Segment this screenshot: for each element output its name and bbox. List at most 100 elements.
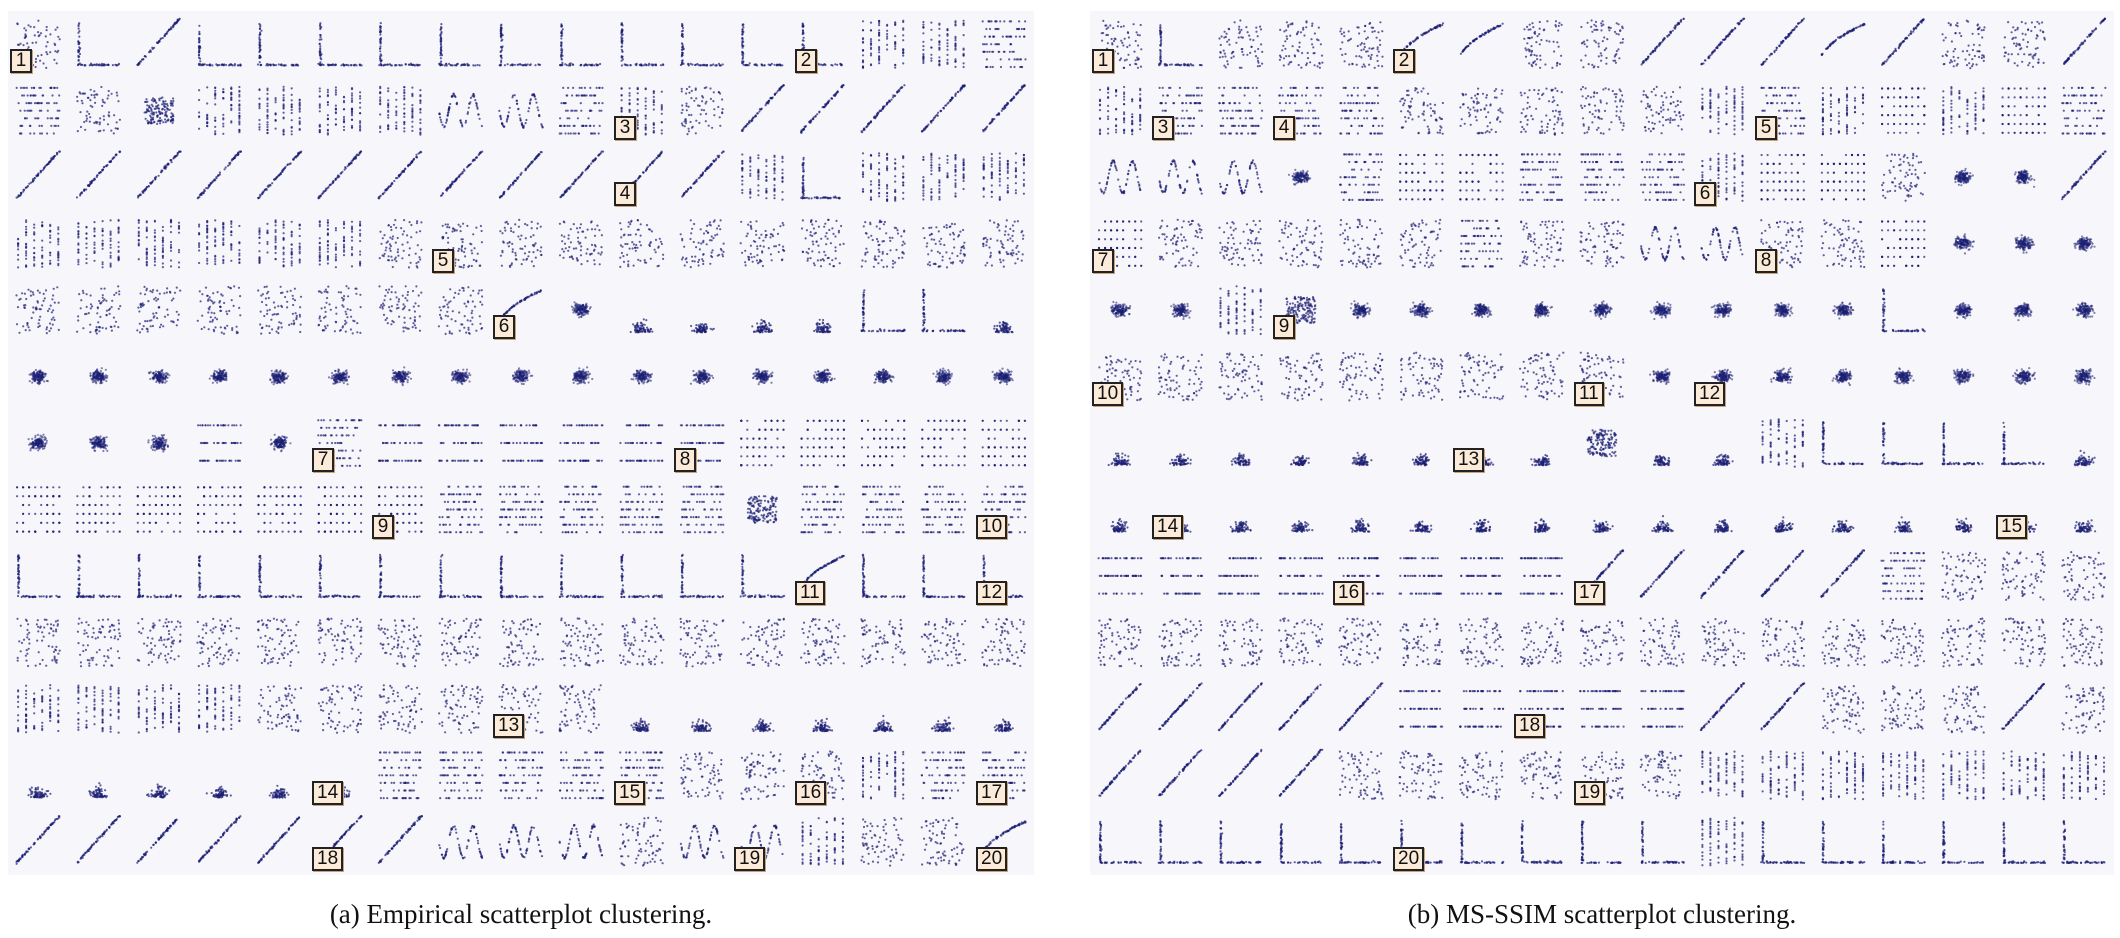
scatterplot-thumbnail — [1459, 690, 1505, 728]
scatterplot-thumbnail — [1399, 690, 1444, 728]
scatterplot-thumbnail — [752, 368, 774, 386]
scatterplot-thumbnail — [1952, 233, 1975, 255]
scatterplot-thumbnail — [498, 485, 544, 534]
cluster-badge: 12 — [976, 581, 1008, 605]
scatterplot-thumbnail — [1533, 518, 1551, 533]
scatterplot-thumbnail — [1831, 368, 1853, 387]
scatterplot-thumbnail — [1881, 87, 1926, 134]
scatterplot-thumbnail — [1881, 220, 1926, 267]
scatterplot-thumbnail — [76, 22, 121, 67]
scatterplot-thumbnail — [1399, 153, 1444, 201]
scatterplot-thumbnail — [1349, 300, 1372, 320]
scatterplot-thumbnail — [1639, 617, 1685, 667]
scatterplot-thumbnail — [197, 486, 242, 533]
cluster-badge: 6 — [493, 315, 515, 339]
scatterplot-thumbnail — [1219, 159, 1263, 195]
scatterplot-thumbnail — [1098, 820, 1142, 865]
scatterplot-thumbnail — [1098, 85, 1142, 136]
scatterplot-thumbnail — [1339, 153, 1384, 201]
scatterplot-thumbnail — [2061, 86, 2107, 135]
scatterplot-thumbnail — [498, 751, 544, 800]
scatterplot-thumbnail — [1760, 17, 1805, 66]
scatterplot-thumbnail — [1701, 816, 1744, 867]
scatterplot-thumbnail — [860, 84, 906, 134]
scatterplot-thumbnail — [77, 218, 120, 269]
scatterplot-grid-ms-ssim — [1097, 17, 2107, 867]
scatterplot-thumbnail — [861, 485, 905, 534]
caption-ms-ssim: (b) MS-SSIM scatterplot clustering. — [1090, 899, 2114, 930]
scatterplot-thumbnail — [1158, 218, 1203, 268]
scatterplot-thumbnail — [256, 22, 300, 67]
panel-ms-ssim: 1 2 3 4 5 6 7 8 9 10 11 12 13 14 15 16 17 18 19 20 — [1090, 11, 2114, 875]
scatterplot-thumbnail — [1640, 690, 1685, 728]
scatterplot-thumbnail — [1158, 749, 1203, 797]
scatterplot-thumbnail — [196, 150, 242, 200]
scatterplot-thumbnail — [1338, 682, 1384, 732]
scatterplot-thumbnail — [2014, 234, 2035, 254]
scatterplot-thumbnail — [147, 433, 169, 453]
scatterplot-thumbnail — [1218, 219, 1263, 267]
scatterplot-thumbnail — [317, 150, 363, 200]
scatterplot-thumbnail — [136, 17, 181, 67]
scatterplot-thumbnail — [1110, 517, 1129, 533]
scatterplot-thumbnail — [679, 485, 725, 534]
scatterplot-thumbnail — [258, 554, 303, 599]
scatterplot-thumbnail — [136, 285, 182, 334]
cluster-badge: 14 — [312, 781, 344, 805]
scatterplot-thumbnail — [1880, 552, 1926, 600]
scatterplot-thumbnail — [143, 96, 175, 125]
cluster-badge: 8 — [674, 448, 696, 472]
scatterplot-thumbnail — [1639, 549, 1685, 598]
scatterplot-thumbnail — [511, 367, 534, 386]
scatterplot-thumbnail — [437, 424, 483, 462]
scatterplot-thumbnail — [1219, 285, 1262, 336]
scatterplot-thumbnail — [1399, 218, 1442, 269]
cluster-badge: 17 — [976, 781, 1008, 805]
scatterplot-thumbnail — [1219, 820, 1262, 865]
scatterplot-thumbnail — [1217, 557, 1262, 595]
scatterplot-thumbnail — [1519, 220, 1565, 268]
scatterplot-thumbnail — [629, 318, 654, 334]
scatterplot-thumbnail — [1881, 152, 1926, 202]
scatterplot-thumbnail — [256, 617, 300, 667]
scatterplot-thumbnail — [860, 618, 906, 668]
scatterplot-thumbnail — [1523, 20, 1563, 69]
scatterplot-thumbnail — [982, 219, 1025, 268]
scatterplot-grid-empirical — [15, 17, 1027, 867]
cluster-badge: 16 — [795, 781, 827, 805]
scatterplot-thumbnail — [932, 367, 954, 386]
scatterplot-thumbnail — [2001, 87, 2046, 134]
scatterplot-thumbnail — [991, 367, 1014, 386]
scatterplot-thumbnail — [630, 717, 650, 733]
scatterplot-thumbnail — [499, 218, 543, 268]
scatterplot-thumbnail — [1761, 750, 1804, 801]
scatterplot-thumbnail — [1821, 86, 1865, 136]
scatterplot-thumbnail — [258, 85, 301, 136]
scatterplot-thumbnail — [438, 824, 484, 860]
scatterplot-thumbnail — [1458, 617, 1504, 668]
scatterplot-thumbnail — [1820, 153, 1866, 201]
scatterplot-thumbnail — [498, 823, 544, 859]
scatterplot-thumbnail — [1459, 351, 1505, 401]
cluster-badge: 12 — [1694, 382, 1726, 406]
scatterplot-thumbnail — [76, 285, 122, 335]
scatterplot-thumbnail — [1409, 300, 1434, 319]
scatterplot-thumbnail — [1701, 85, 1744, 136]
scatterplot-thumbnail — [2001, 682, 2045, 730]
scatterplot-thumbnail — [1955, 517, 1973, 533]
scatterplot-thumbnail — [197, 424, 242, 462]
scatterplot-thumbnail — [257, 285, 303, 335]
scatterplot-thumbnail — [450, 368, 472, 386]
scatterplot-thumbnail — [318, 219, 362, 269]
scatterplot-thumbnail — [1760, 219, 1804, 269]
scatterplot-thumbnail — [1399, 87, 1444, 135]
scatterplot-thumbnail — [499, 555, 544, 599]
scatterplot-thumbnail — [1701, 750, 1744, 798]
scatterplot-thumbnail — [1893, 367, 1915, 385]
scatterplot-thumbnail — [679, 824, 725, 859]
scatterplot-thumbnail — [1760, 821, 1806, 865]
scatterplot-thumbnail — [1760, 153, 1805, 201]
scatterplot-thumbnail — [1700, 17, 1746, 66]
scatterplot-thumbnail — [1820, 219, 1866, 269]
scatterplot-thumbnail — [801, 817, 845, 866]
